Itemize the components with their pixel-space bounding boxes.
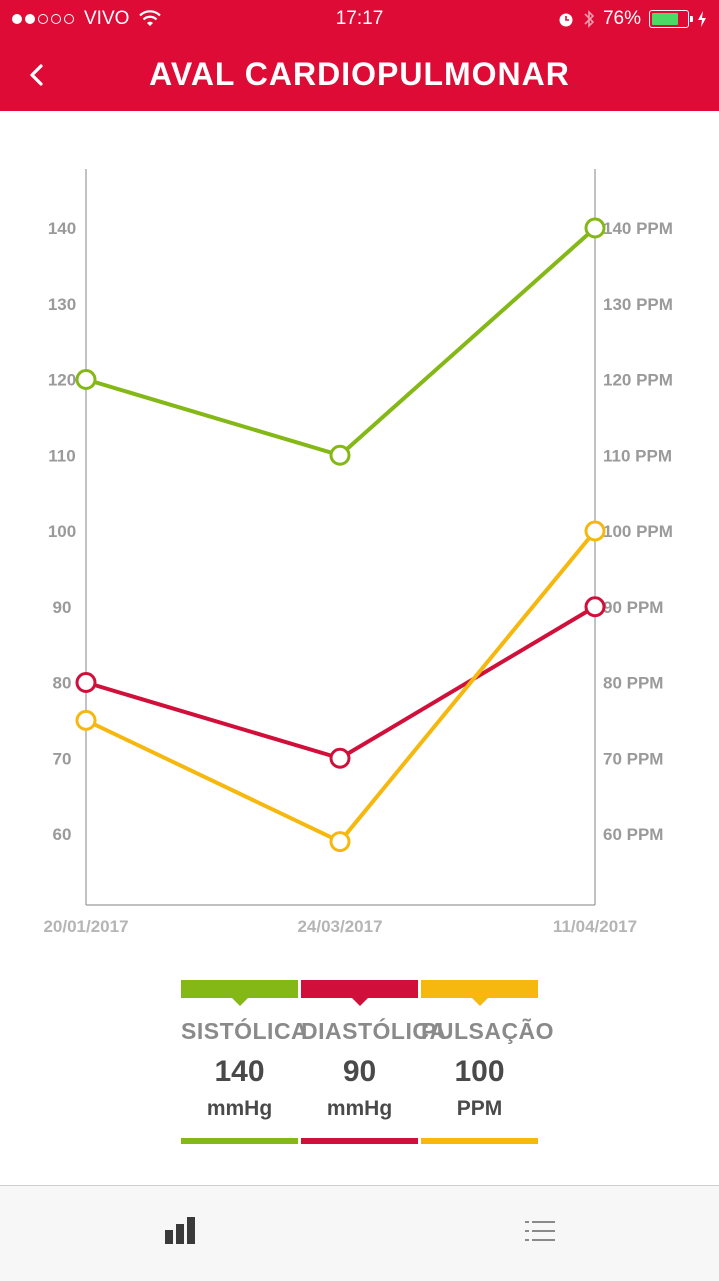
y-tick-right: 60 PPM: [603, 825, 663, 844]
y-tick-left: 130: [48, 295, 76, 314]
legend-label: SISTÓLICA: [181, 1018, 309, 1044]
legend-underline: [181, 1138, 298, 1144]
series-line: [85, 605, 597, 761]
y-tick-right: 130 PPM: [603, 295, 673, 314]
tab-list[interactable]: [510, 1206, 570, 1256]
legend-unit: mmHg: [206, 1097, 273, 1120]
y-tick-right: 80 PPM: [603, 674, 663, 693]
data-point: [329, 747, 351, 769]
data-point: [584, 520, 606, 542]
legend-color-bar: [301, 980, 418, 1006]
legend-value: 100: [454, 1055, 505, 1088]
y-tick-right: 90 PPM: [603, 598, 663, 617]
y-tick-left: 100: [48, 522, 76, 541]
y-tick-left: 60: [53, 825, 72, 844]
wifi-icon: [139, 10, 162, 26]
y-tick-left: 70: [53, 749, 72, 768]
data-point: [75, 672, 97, 693]
data-point: [75, 369, 97, 390]
x-tick-label: 11/04/2017: [553, 917, 637, 936]
status-right: 76%: [557, 8, 707, 30]
y-tick-right: 110 PPM: [603, 446, 672, 465]
y-tick-right: 120 PPM: [603, 371, 673, 390]
carrier-label: VIVO: [84, 8, 130, 29]
legend-unit: mmHg: [326, 1097, 393, 1120]
data-point: [584, 217, 606, 239]
data-point: [329, 831, 351, 853]
y-tick-right: 140 PPM: [603, 219, 673, 238]
list-icon: [525, 1221, 555, 1241]
legend-underline: [301, 1138, 418, 1144]
data-point: [75, 709, 97, 731]
x-tick-label: 24/03/2017: [297, 917, 382, 936]
legend-color-bar: [421, 980, 538, 1006]
battery-percent: 76%: [602, 8, 641, 29]
legend-unit: PPM: [456, 1097, 503, 1120]
y-tick-left: 140: [48, 219, 76, 238]
line-chart: 140 140 PPM 130 130 PPM 120 120 PPM 110 110 PPM…: [43, 169, 673, 936]
series-line: [85, 529, 597, 844]
series-line: [85, 226, 597, 458]
legend-diastolica: DIASTÓLICA 90 mmHg: [301, 980, 447, 1144]
status-left: VIVO: [12, 8, 162, 30]
legend-label: PULSAÇÃO: [421, 1018, 555, 1044]
legend: SISTÓLICA 140 mmHg DIASTÓLICA 90 mmHg PU…: [181, 980, 555, 1144]
legend-value: 90: [342, 1055, 377, 1088]
alarm-icon: [559, 13, 573, 27]
bluetooth-icon: [584, 10, 595, 28]
legend-label: DIASTÓLICA: [301, 1018, 447, 1044]
legend-color-bar: [181, 980, 298, 1006]
tab-bar: [0, 1185, 719, 1281]
legend-underline: [421, 1138, 538, 1144]
legend-pulsacao: PULSAÇÃO 100 PPM: [421, 980, 555, 1144]
chevron-left-icon: [30, 64, 43, 86]
back-button[interactable]: [22, 58, 52, 92]
y-tick-left: 120: [48, 371, 76, 390]
status-bar: VIVO 17:17 76%: [0, 0, 719, 40]
legend-value: 140: [214, 1055, 265, 1088]
bar-chart-icon: [165, 1217, 195, 1244]
y-tick-left: 80: [53, 674, 72, 693]
y-tick-left: 90: [53, 598, 72, 617]
battery-icon: [649, 10, 693, 28]
data-point: [329, 444, 351, 466]
nav-bar: AVAL CARDIOPULMONAR: [0, 40, 719, 111]
y-tick-right: 70 PPM: [603, 749, 663, 768]
charging-icon: [698, 11, 706, 27]
data-point: [584, 596, 606, 618]
signal-icon: [12, 14, 74, 24]
status-time: 17:17: [335, 8, 384, 29]
y-tick-right: 100 PPM: [603, 522, 673, 541]
y-tick-left: 110: [48, 446, 75, 465]
page-title: AVAL CARDIOPULMONAR: [149, 56, 570, 92]
legend-sistolica: SISTÓLICA 140 mmHg: [181, 980, 309, 1144]
tab-chart[interactable]: [150, 1206, 210, 1256]
x-tick-label: 20/01/2017: [43, 917, 128, 936]
